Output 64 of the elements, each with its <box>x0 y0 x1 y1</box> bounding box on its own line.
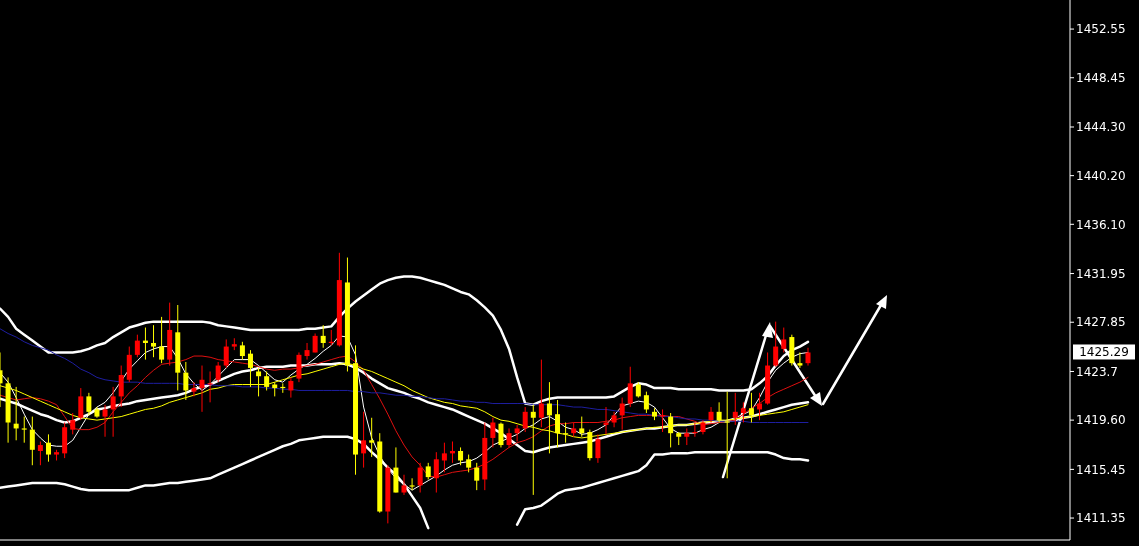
candlestick <box>199 365 205 413</box>
y-tick-label: 1431.95 <box>1076 266 1126 281</box>
candlestick <box>611 411 617 428</box>
candlestick <box>134 334 140 358</box>
candlestick <box>320 324 326 349</box>
candlestick <box>401 474 407 496</box>
candlestick <box>797 351 803 369</box>
candlestick <box>118 365 124 408</box>
candlestick <box>70 412 76 435</box>
candlestick <box>716 401 722 424</box>
candlestick <box>732 392 738 426</box>
candlestick <box>45 433 51 463</box>
y-tick-label: 1448.45 <box>1076 71 1126 85</box>
candlestick <box>304 342 310 361</box>
candlestick <box>514 424 520 442</box>
candlestick <box>433 451 439 494</box>
candlestick <box>660 408 666 433</box>
candlestick <box>191 381 197 397</box>
candlestick <box>740 401 746 424</box>
candlestick <box>256 367 262 397</box>
candlestick <box>498 422 504 448</box>
candlestick <box>506 427 512 448</box>
y-tick-label: 1415.45 <box>1076 462 1126 477</box>
candlestick <box>595 433 601 464</box>
candlestick <box>619 397 625 431</box>
candlestick <box>361 411 367 469</box>
candlestick <box>78 387 84 421</box>
candlestick <box>417 462 423 494</box>
y-tick-label: 1411.35 <box>1076 511 1126 526</box>
candlestick <box>708 406 714 424</box>
candlestick <box>522 406 528 433</box>
candlestick <box>781 327 787 353</box>
candlestick <box>409 477 415 491</box>
y-tick-label: 1436.10 <box>1076 217 1126 232</box>
candlestick <box>643 391 649 414</box>
text: 1425.29 <box>1079 345 1129 360</box>
candlestick <box>215 361 221 383</box>
candlestick <box>223 338 229 369</box>
y-tick-label: 1452.55 <box>1076 22 1126 37</box>
candlestick <box>288 376 294 399</box>
candlestick <box>264 370 270 391</box>
candlestick <box>369 417 375 458</box>
y-tick-label: 1444.30 <box>1076 120 1126 135</box>
candlestick <box>538 359 544 428</box>
candlestick <box>37 440 43 466</box>
y-tick-label: 1419.60 <box>1076 413 1126 428</box>
candlestick <box>441 442 447 473</box>
y-tick-label: 1423.7 <box>1076 364 1118 379</box>
candlestick <box>86 392 92 416</box>
y-tick-label: 1440.20 <box>1076 168 1126 183</box>
y-tick-label: 1427.85 <box>1076 315 1126 330</box>
candlestick <box>748 392 754 424</box>
candlestick <box>151 324 157 358</box>
candlestick <box>773 321 779 368</box>
candlestick <box>102 404 108 438</box>
candlestick <box>474 462 480 491</box>
candlestick <box>627 366 633 408</box>
candlestick <box>159 316 165 364</box>
candlestick <box>490 417 496 448</box>
candlestick <box>29 416 35 466</box>
candlestick <box>21 416 27 444</box>
candlestick <box>110 386 116 438</box>
candlestick <box>207 370 213 403</box>
candlestick <box>296 351 302 383</box>
